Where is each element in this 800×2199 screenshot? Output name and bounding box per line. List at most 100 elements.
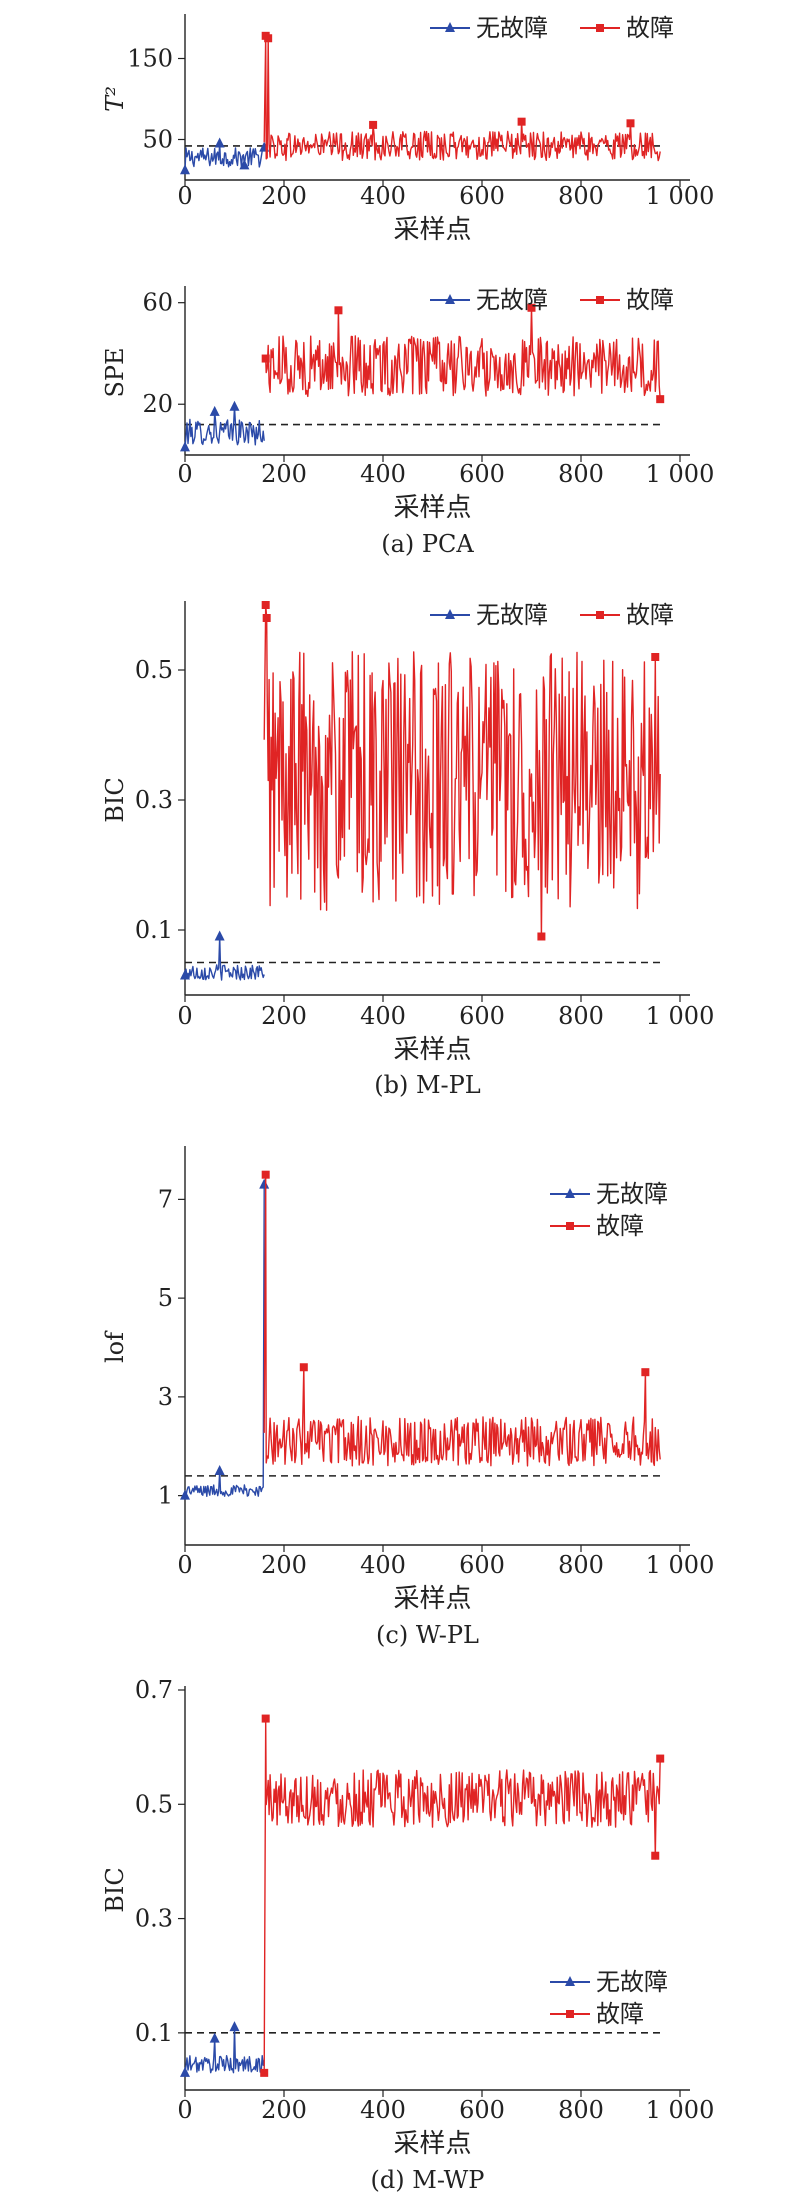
legend-label: 无故障 — [476, 601, 548, 629]
x-tick-label: 200 — [261, 1002, 307, 1030]
data-marker — [180, 2066, 190, 2077]
series-line-1 — [263, 604, 661, 938]
x-tick-label: 800 — [558, 1002, 604, 1030]
y-tick-label: 0.3 — [135, 786, 173, 814]
x-tick-label: 1 000 — [646, 182, 715, 210]
data-marker — [214, 137, 225, 148]
data-marker — [209, 405, 220, 416]
y-tick-label: 0.1 — [135, 916, 173, 944]
y-tick-label: 0.1 — [135, 2019, 173, 2047]
data-marker — [261, 601, 270, 609]
data-marker — [527, 303, 536, 312]
x-tick-label: 400 — [360, 182, 406, 210]
series-line-0 — [184, 1184, 265, 1497]
chart-panel-wpl_lof: 0 200 400 600 800 1 000 1 3 5 7 lof 采样点 (c) W-PL 无故障故… — [101, 1146, 714, 1649]
legend-marker — [566, 2010, 574, 2018]
series-line-0 — [184, 142, 265, 171]
y-tick-label: 50 — [142, 126, 173, 154]
legend-marker — [445, 609, 455, 619]
x-axis-label: 采样点 — [393, 1035, 471, 1065]
legend-label: 无故障 — [476, 14, 548, 42]
y-axis-label: SPE — [101, 347, 129, 397]
data-marker — [262, 614, 271, 622]
data-marker — [537, 932, 546, 941]
x-tick-label: 0 — [177, 460, 192, 488]
chart-panel-pca_spe: 0 200 400 600 800 1 000 20 60 SPE 采样点 (a) PCA 无故障 故障 — [101, 286, 714, 558]
data-marker — [260, 2068, 269, 2077]
chart-panel-pca_t2: 0 200 400 600 800 1 000 50 150 T² 采样点 无故障 故障 — [101, 14, 714, 245]
data-marker — [259, 1178, 270, 1189]
legend-marker — [566, 1222, 574, 1230]
legend: 无故障 故障 — [430, 14, 674, 42]
legend-marker — [565, 1976, 575, 1986]
series-line-0 — [184, 406, 265, 448]
x-tick-label: 600 — [459, 2096, 505, 2124]
legend-label: 故障 — [626, 14, 674, 42]
data-marker — [214, 1464, 225, 1475]
series-line-1 — [263, 1717, 661, 2073]
x-tick-label: 1 000 — [646, 460, 715, 488]
y-axis-label: BIC — [101, 1867, 129, 1912]
x-tick-label: 0 — [177, 2096, 192, 2124]
legend-marker — [445, 294, 455, 304]
x-tick-label: 800 — [558, 1551, 604, 1579]
x-tick-label: 600 — [459, 182, 505, 210]
x-tick-label: 200 — [261, 2096, 307, 2124]
data-marker — [261, 1714, 270, 1723]
series-line-0 — [184, 935, 265, 981]
series-line-0 — [184, 2026, 265, 2074]
data-marker — [626, 119, 635, 128]
legend-label: 无故障 — [596, 1968, 668, 1996]
legend-marker — [596, 611, 604, 619]
y-tick-label: 60 — [142, 289, 173, 317]
x-tick-label: 0 — [177, 1551, 192, 1579]
legend-marker — [596, 24, 604, 32]
x-tick-label: 1 000 — [646, 1002, 715, 1030]
legend-label: 故障 — [596, 2000, 644, 2028]
y-tick-label: 150 — [127, 45, 173, 73]
x-axis-label: 采样点 — [393, 2129, 471, 2159]
data-marker — [651, 1851, 660, 1860]
x-tick-label: 0 — [177, 1002, 192, 1030]
data-marker — [264, 34, 273, 43]
x-tick-label: 400 — [360, 460, 406, 488]
panel-caption: (a) PCA — [381, 530, 474, 558]
panel-caption: (c) W-PL — [376, 1621, 479, 1649]
data-marker — [180, 969, 190, 980]
data-marker — [261, 1170, 270, 1179]
x-tick-label: 600 — [459, 1002, 505, 1030]
y-tick-label: 5 — [158, 1284, 173, 1312]
data-marker — [517, 117, 526, 126]
data-marker — [214, 930, 225, 941]
data-marker — [651, 653, 660, 661]
series-line-1 — [263, 307, 661, 400]
legend-label: 故障 — [626, 286, 674, 314]
x-tick-label: 400 — [360, 1551, 406, 1579]
y-tick-label: 0.3 — [135, 1905, 173, 1933]
legend-label: 无故障 — [596, 1180, 668, 1208]
data-marker — [334, 306, 343, 315]
data-marker — [180, 1489, 190, 1500]
data-marker — [180, 441, 190, 452]
x-tick-label: 200 — [261, 1551, 307, 1579]
x-axis-label: 采样点 — [393, 493, 471, 523]
data-marker — [239, 159, 250, 170]
x-tick-label: 400 — [360, 1002, 406, 1030]
x-tick-label: 400 — [360, 2096, 406, 2124]
y-tick-label: 3 — [158, 1383, 173, 1411]
x-tick-label: 800 — [558, 460, 604, 488]
x-tick-label: 600 — [459, 1551, 505, 1579]
legend-marker — [565, 1188, 575, 1198]
data-marker — [369, 120, 378, 129]
data-marker — [656, 1754, 665, 1763]
data-marker — [229, 400, 240, 411]
series-line-1 — [263, 35, 661, 162]
legend-label: 故障 — [596, 1212, 644, 1240]
x-tick-label: 200 — [261, 182, 307, 210]
x-axis-label: 采样点 — [393, 1584, 471, 1614]
x-tick-label: 1 000 — [646, 2096, 715, 2124]
chart-panel-mwp_bic: 0 200 400 600 800 1 000 0.1 0.3 0.5 0.7 BIC 采样点 (d) … — [101, 1676, 714, 2194]
